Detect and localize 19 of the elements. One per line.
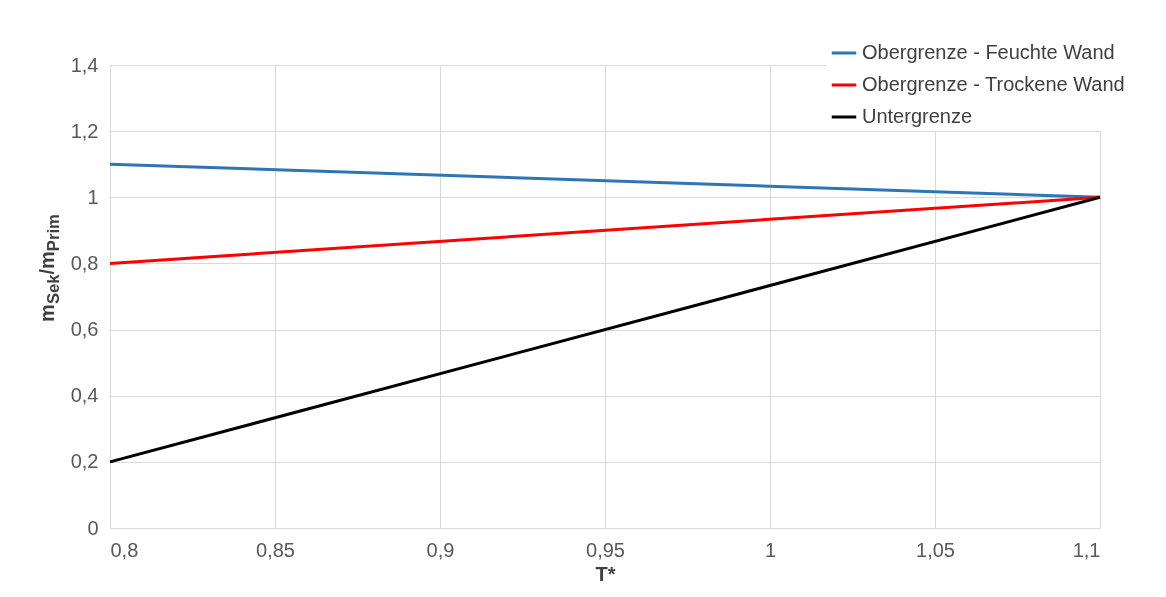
x-tick-label: 1,1	[1072, 538, 1101, 561]
x-tick-label: 0,85	[256, 538, 295, 561]
y-tick-label: 1,2	[70, 119, 99, 142]
y-tick-label: 1	[87, 185, 99, 208]
x-tick-label: 0,9	[426, 538, 455, 561]
x-tick-label: 0,95	[586, 538, 625, 561]
y-tick-label: 0,8	[70, 251, 99, 274]
y-tick-label: 1,4	[70, 53, 99, 76]
y-tick-label: 0,6	[70, 318, 99, 341]
x-tick-label: 1	[764, 538, 777, 561]
y-tick-label: 0,4	[70, 384, 99, 407]
x-tick-label: 0,8	[110, 538, 139, 561]
y-tick-label: 0	[87, 516, 99, 539]
x-axis-title: T*	[595, 562, 616, 585]
y-tick-label: 0,2	[70, 450, 99, 473]
legend-label: Obergrenze - Feuchte Wand	[862, 41, 1115, 63]
legend-label: Untergrenze	[862, 105, 973, 127]
legend-label: Obergrenze - Trockene Wand	[862, 73, 1125, 95]
x-tick-label: 1,05	[916, 538, 955, 561]
